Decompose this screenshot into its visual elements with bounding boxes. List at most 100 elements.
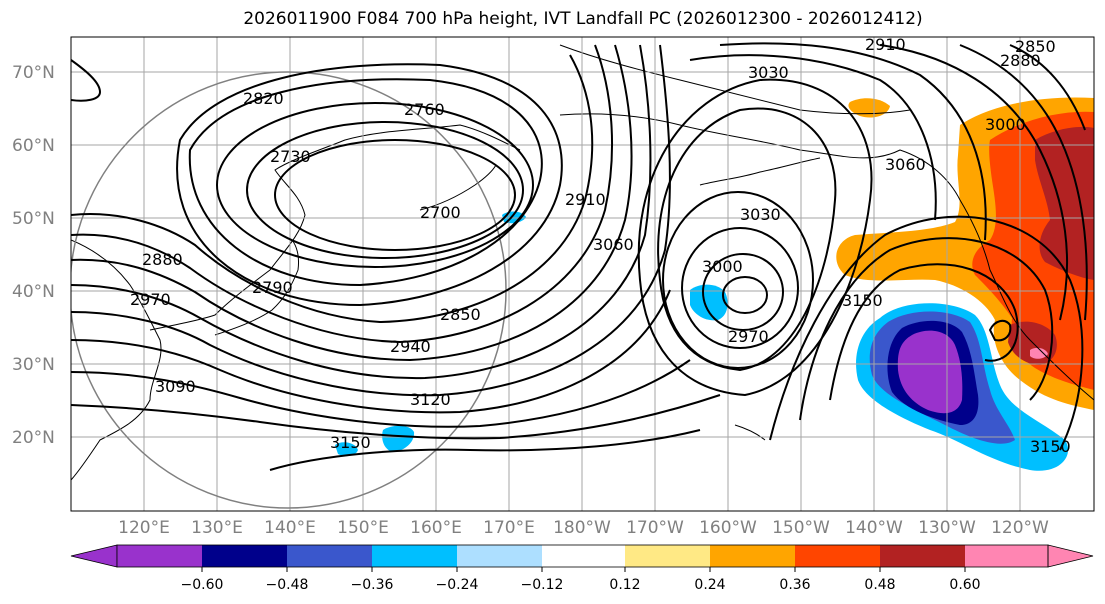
height-contour — [681, 227, 799, 349]
height-contour — [829, 263, 1019, 401]
longitude-label: 160°W — [699, 518, 757, 538]
map-border — [70, 36, 1095, 512]
contour-label: 2880 — [142, 250, 183, 269]
height-contour — [71, 394, 721, 440]
ivt-fill-cat3 — [335, 442, 358, 457]
longitude-label: 160°E — [410, 518, 462, 538]
contour-label: 3060 — [885, 155, 926, 174]
contour-label: 2760 — [404, 100, 445, 119]
height-contour — [769, 215, 1084, 451]
height-contour — [188, 78, 543, 287]
colorbar-extend-min — [70, 544, 118, 568]
latitude-label: 30°N — [12, 355, 55, 375]
latitude-axis: 70°N 60°N 50°N 40°N 30°N 20°N — [12, 63, 55, 448]
height-contour — [71, 59, 102, 102]
contour-label: 2910 — [565, 190, 606, 209]
colorbar-tick-label: −0.36 — [351, 577, 394, 593]
contour-label: 3060 — [593, 235, 634, 254]
contour-labels: 2910 2850 2880 3030 2820 2760 2730 2910 … — [130, 35, 1071, 456]
graticule — [71, 37, 1094, 511]
height-contour — [879, 44, 1068, 321]
longitude-label: 120°E — [118, 518, 170, 538]
height-contour — [1009, 44, 1086, 131]
coastlines — [71, 44, 1094, 481]
colorbar-extend-max — [1047, 544, 1094, 568]
contour-label: 2850 — [440, 305, 481, 324]
height-contour — [216, 102, 534, 268]
colorbar-segment — [457, 545, 542, 567]
height-contour — [274, 139, 516, 251]
ivt-fill-cat9 — [1030, 347, 1048, 359]
contour-label: 2880 — [1000, 51, 1041, 70]
colorbar-tick-label: 0.36 — [779, 577, 810, 593]
colorbar-segment — [117, 545, 202, 567]
contour-label: 2850 — [1015, 37, 1056, 56]
ivt-positive-region — [836, 97, 1094, 410]
ivt-fill-cat3 — [690, 284, 728, 321]
colorbar-tick-label: 0.24 — [694, 577, 725, 593]
height-contour — [71, 359, 691, 428]
height-contour — [689, 54, 937, 221]
hawaii-islands — [734, 424, 766, 441]
colorbar-segment — [372, 545, 457, 567]
height-contours — [71, 42, 1088, 471]
colorbar: −0.60 −0.48 −0.36 −0.24 −0.12 0.12 0.24 … — [70, 544, 1094, 593]
aleutian-islands — [699, 157, 821, 186]
asia-coastline — [71, 239, 162, 481]
height-contour — [799, 237, 1054, 421]
latitude-label: 60°N — [12, 136, 55, 156]
contour-label: 2820 — [243, 89, 284, 108]
ivt-fill-cat6 — [848, 98, 890, 118]
longitude-label: 130°W — [918, 518, 976, 538]
colorbar-tick-label: 0.60 — [949, 577, 980, 593]
ivt-fill-cat3 — [382, 425, 415, 452]
height-contour — [71, 54, 594, 324]
contour-label: 3150 — [842, 291, 883, 310]
colorbar-tick-label: −0.60 — [181, 577, 224, 593]
latitude-label: 50°N — [12, 209, 55, 229]
contour-label: 3090 — [155, 377, 196, 396]
alaska-coastline — [559, 44, 911, 115]
longitude-label: 120°W — [991, 518, 1049, 538]
kamchatka-kuril — [419, 164, 497, 211]
contour-label: 2730 — [270, 147, 311, 166]
colorbar-segment — [542, 545, 625, 567]
longitude-label: 180°W — [553, 518, 611, 538]
height-contour — [657, 107, 837, 372]
colorbar-outline — [116, 544, 1049, 568]
longitude-label: 140°W — [845, 518, 903, 538]
contour-label: 3000 — [702, 257, 743, 276]
colorbar-segment — [287, 545, 372, 567]
longitude-label: 130°E — [191, 518, 243, 538]
colorbar-tick-label: −0.24 — [436, 577, 479, 593]
contour-label: 3150 — [330, 433, 371, 452]
colorbar-tick-label: −0.48 — [266, 577, 309, 593]
longitude-label: 150°E — [337, 518, 389, 538]
longitude-label: 170°E — [483, 518, 535, 538]
longitude-label: 170°W — [626, 518, 684, 538]
height-contour — [988, 319, 1012, 342]
height-contour — [662, 191, 814, 369]
colorbar-tick-label: 0.12 — [609, 577, 640, 593]
asia-coastline-north — [149, 124, 521, 331]
colorbar-segment — [710, 545, 795, 567]
height-contour — [719, 42, 987, 241]
colorbar-segment — [880, 545, 965, 567]
height-contour — [71, 44, 614, 344]
contour-label: 2970 — [130, 290, 171, 309]
contour-label: 3030 — [748, 63, 789, 82]
colorbar-segment — [795, 545, 880, 567]
latitude-label: 20°N — [12, 428, 55, 448]
contour-label: 3000 — [985, 115, 1026, 134]
height-contour — [71, 44, 671, 397]
map-title: 2026011900 F084 700 hPa height, IVT Land… — [243, 9, 923, 29]
contour-label: 2700 — [420, 203, 461, 222]
contour-label: 3030 — [740, 205, 781, 224]
contour-label: 2910 — [865, 35, 906, 54]
longitude-label: 140°E — [264, 518, 316, 538]
height-contour — [959, 44, 1088, 321]
height-contour — [637, 78, 873, 397]
contour-label: 2970 — [728, 327, 769, 346]
contour-label: 3150 — [1030, 437, 1071, 456]
